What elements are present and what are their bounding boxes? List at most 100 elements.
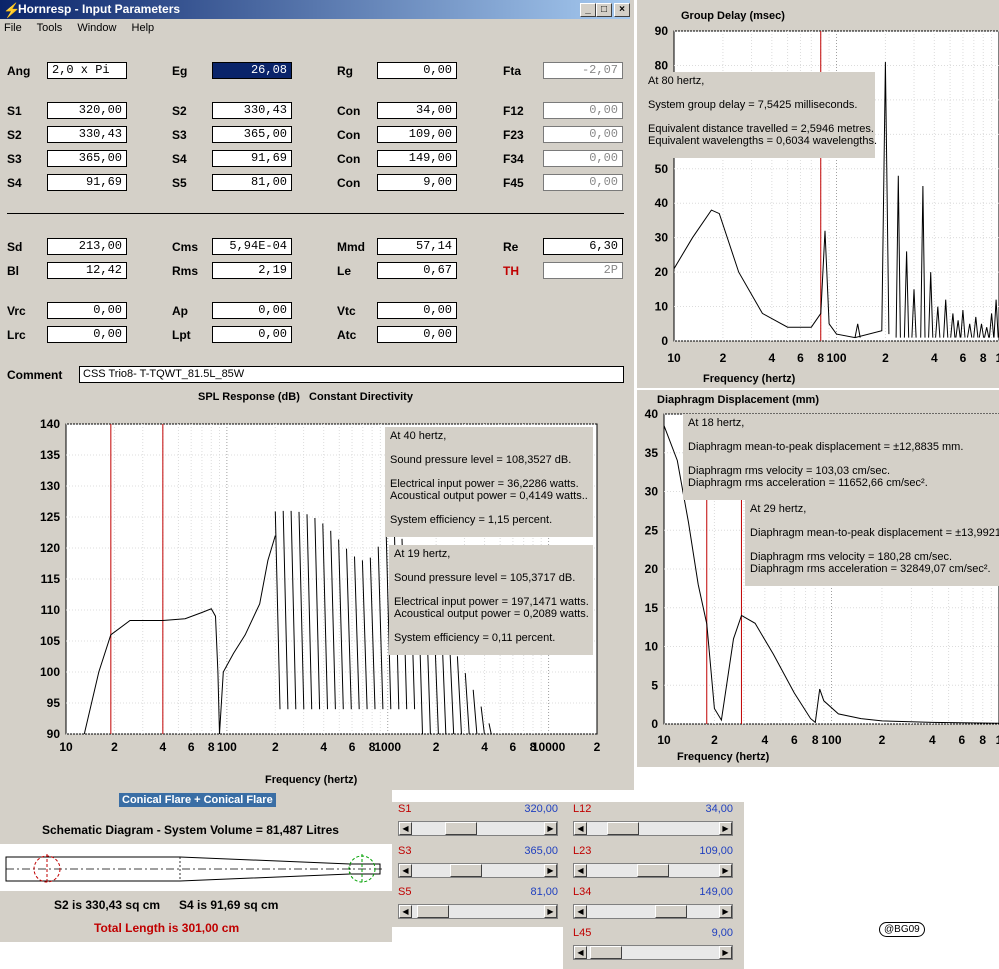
tooltip-line xyxy=(390,466,588,478)
param-label: Re xyxy=(503,240,519,254)
param-s4-field[interactable]: 91,69 xyxy=(47,174,127,191)
slider-thumb[interactable] xyxy=(590,946,622,959)
slider-s3[interactable]: ◀ ▶ xyxy=(398,863,558,878)
slider-thumb[interactable] xyxy=(655,905,687,918)
x-tick-label: 4 xyxy=(320,740,327,754)
param-ap-field[interactable]: 0,00 xyxy=(212,302,292,319)
param-vrc-field[interactable]: 0,00 xyxy=(47,302,127,319)
x-tick-label: 10000 xyxy=(532,740,566,754)
window-title: Hornresp - Input Parameters xyxy=(18,2,181,16)
param-s3-field[interactable]: 365,00 xyxy=(212,126,292,143)
param-s2-field[interactable]: 330,43 xyxy=(212,102,292,119)
param-atc-field[interactable]: 0,00 xyxy=(377,326,457,343)
slider-thumb[interactable] xyxy=(450,864,482,877)
param-label: Vtc xyxy=(337,304,356,318)
param-label: Lpt xyxy=(172,328,191,342)
param-s2-field[interactable]: 330,43 xyxy=(47,126,127,143)
group-delay-chart: 010203040506070809010246810024681 xyxy=(655,24,999,365)
slider-s5[interactable]: ◀ ▶ xyxy=(398,904,558,919)
param-lpt-field[interactable]: 0,00 xyxy=(212,326,292,343)
slider-thumb[interactable] xyxy=(607,822,639,835)
slider-right-arrow-icon[interactable]: ▶ xyxy=(544,905,557,918)
horn-schematic xyxy=(5,854,385,884)
param-cms-field[interactable]: 5,94E-04 xyxy=(212,238,292,255)
slider-l34[interactable]: ◀ ▶ xyxy=(573,904,733,919)
menu-tools[interactable]: Tools xyxy=(36,22,63,34)
slider-left-arrow-icon[interactable]: ◀ xyxy=(399,864,412,877)
x-tick-label: 6 xyxy=(960,351,967,365)
x-tick-label: 100 xyxy=(821,733,841,747)
y-tick-label: 40 xyxy=(655,196,669,210)
slider-left-arrow-icon[interactable]: ◀ xyxy=(574,905,587,918)
param-re-field[interactable]: 6,30 xyxy=(543,238,623,255)
menu-window[interactable]: Window xyxy=(77,22,117,34)
slider-right-arrow-icon[interactable]: ▶ xyxy=(719,946,732,959)
param-label: Rg xyxy=(337,64,353,78)
y-tick-label: 105 xyxy=(40,634,60,648)
window-titlebar: ⚡ Hornresp - Input Parameters _ □ × xyxy=(0,0,630,19)
x-tick-label: 2 xyxy=(433,740,440,754)
slider-value: 149,00 xyxy=(699,886,733,898)
minimize-button[interactable]: _ xyxy=(580,3,596,17)
x-tick-label: 4 xyxy=(931,351,938,365)
menu-help[interactable]: Help xyxy=(131,22,155,34)
param-con-field[interactable]: 149,00 xyxy=(377,150,457,167)
param-con-field[interactable]: 109,00 xyxy=(377,126,457,143)
param-con-field[interactable]: 9,00 xyxy=(377,174,457,191)
param-s4-field[interactable]: 91,69 xyxy=(212,150,292,167)
param-s3-field[interactable]: 365,00 xyxy=(47,150,127,167)
param-th-field: 2P xyxy=(543,262,623,279)
slider-s1[interactable]: ◀ ▶ xyxy=(398,821,558,836)
slider-value: 9,00 xyxy=(711,927,733,939)
x-tick-label: 10 xyxy=(667,351,681,365)
maximize-button[interactable]: □ xyxy=(596,3,612,17)
param-rms-field[interactable]: 2,19 xyxy=(212,262,292,279)
separator-line xyxy=(7,213,624,214)
param-le-field[interactable]: 0,67 xyxy=(377,262,457,279)
tooltip-line xyxy=(648,111,870,123)
slider-right-arrow-icon[interactable]: ▶ xyxy=(544,822,557,835)
param-ang-field[interactable]: 2,0 x Pi xyxy=(47,62,127,79)
param-sd-field[interactable]: 213,00 xyxy=(47,238,127,255)
x-tick-label: 4 xyxy=(481,740,488,754)
y-tick-label: 0 xyxy=(651,717,658,731)
slider-thumb[interactable] xyxy=(445,822,477,835)
param-f34-field: 0,00 xyxy=(543,150,623,167)
x-tick-label: 8 xyxy=(812,733,819,747)
param-label: S5 xyxy=(172,176,187,190)
param-mmd-field[interactable]: 57,14 xyxy=(377,238,457,255)
x-tick-label: 8 xyxy=(980,351,987,365)
slider-left-arrow-icon[interactable]: ◀ xyxy=(574,864,587,877)
param-eg-field[interactable]: 26,08 xyxy=(212,62,292,79)
slider-right-arrow-icon[interactable]: ▶ xyxy=(719,864,732,877)
param-vtc-field[interactable]: 0,00 xyxy=(377,302,457,319)
s2-area-label: S2 is 330,43 sq cm xyxy=(48,895,167,915)
group-delay-title: Group Delay (msec) xyxy=(681,10,785,22)
slider-l12[interactable]: ◀ ▶ xyxy=(573,821,733,836)
slider-thumb[interactable] xyxy=(637,864,669,877)
slider-l45[interactable]: ◀ ▶ xyxy=(573,945,733,960)
param-rg-field[interactable]: 0,00 xyxy=(377,62,457,79)
close-button[interactable]: × xyxy=(614,3,630,17)
param-label: Sd xyxy=(7,240,23,254)
group-delay-xlabel: Frequency (hertz) xyxy=(703,373,796,385)
slider-left-arrow-icon[interactable]: ◀ xyxy=(574,822,587,835)
slider-right-arrow-icon[interactable]: ▶ xyxy=(719,822,732,835)
param-bl-field[interactable]: 12,42 xyxy=(47,262,127,279)
slider-left-arrow-icon[interactable]: ◀ xyxy=(399,905,412,918)
slider-left-arrow-icon[interactable]: ◀ xyxy=(399,822,412,835)
menu-file[interactable]: File xyxy=(4,22,22,34)
y-tick-label: 140 xyxy=(40,417,60,431)
comment-field[interactable]: CSS Trio8- T-TQWT_81.5L_85W xyxy=(79,366,624,383)
slider-thumb[interactable] xyxy=(417,905,449,918)
param-s5-field[interactable]: 81,00 xyxy=(212,174,292,191)
param-s1-field[interactable]: 320,00 xyxy=(47,102,127,119)
param-lrc-field[interactable]: 0,00 xyxy=(47,326,127,343)
slider-right-arrow-icon[interactable]: ▶ xyxy=(719,905,732,918)
y-tick-label: 10 xyxy=(645,640,659,654)
slider-left-arrow-icon[interactable]: ◀ xyxy=(574,946,587,959)
slider-right-arrow-icon[interactable]: ▶ xyxy=(544,864,557,877)
slider-l23[interactable]: ◀ ▶ xyxy=(573,863,733,878)
param-label: Atc xyxy=(337,328,357,342)
param-con-field[interactable]: 34,00 xyxy=(377,102,457,119)
